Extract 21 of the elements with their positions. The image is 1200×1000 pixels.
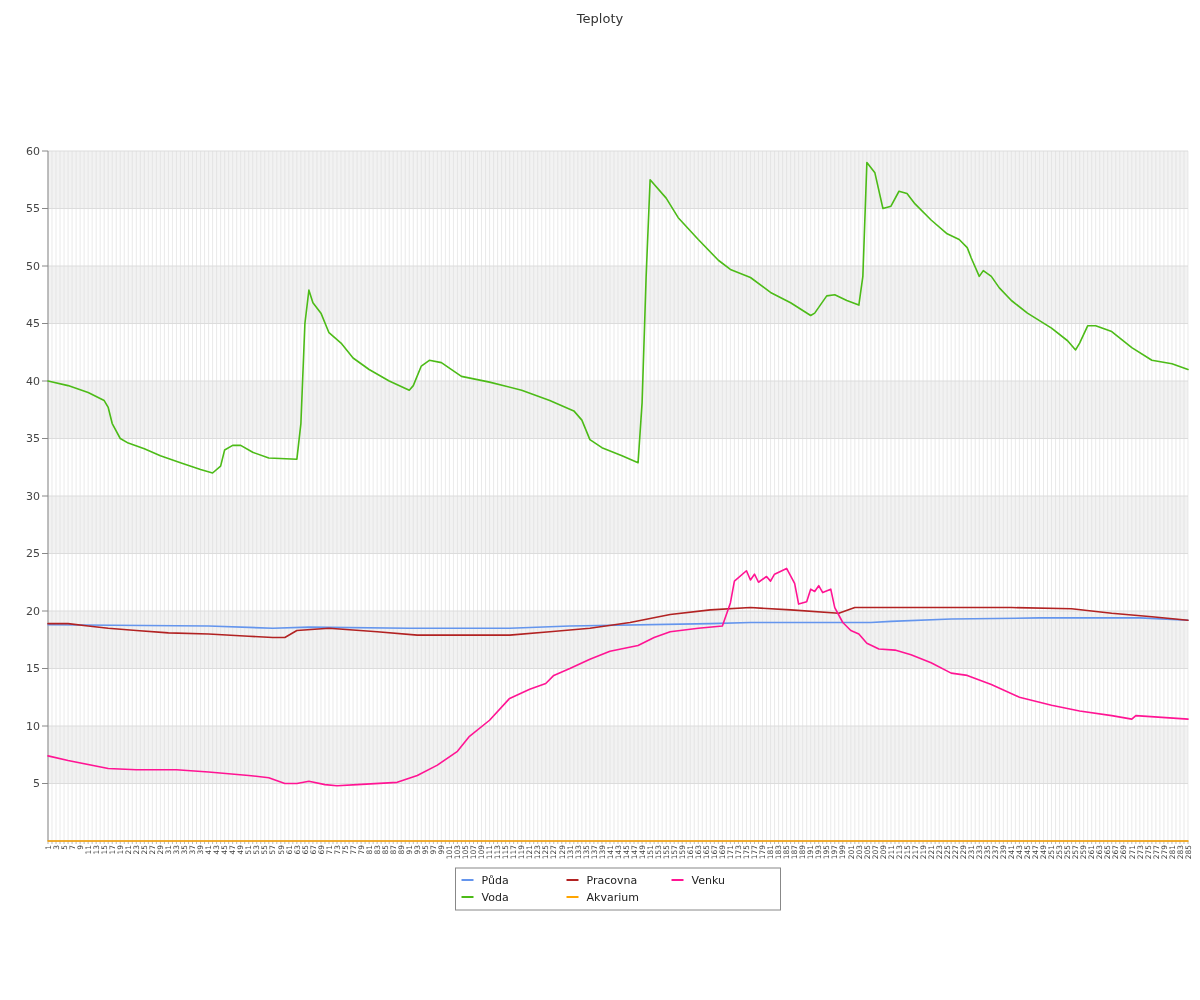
- chart-title: Teploty: [575, 11, 624, 26]
- y-tick-label: 55: [26, 202, 40, 216]
- legend-label: Akvarium: [586, 890, 639, 904]
- y-tick-label: 40: [26, 374, 40, 388]
- y-tick-label: 25: [26, 547, 40, 561]
- y-tick-label: 60: [26, 144, 40, 158]
- legend-label: Půda: [481, 873, 509, 887]
- legend-label: Venku: [691, 873, 725, 887]
- y-tick-label: 10: [26, 719, 40, 733]
- y-tick-label: 50: [26, 259, 40, 273]
- y-tick-label: 30: [26, 489, 40, 503]
- y-tick-label: 35: [26, 432, 40, 446]
- y-tick-label: 45: [26, 317, 40, 331]
- line-series: [47, 567, 1189, 787]
- y-tick-label: 20: [26, 604, 40, 618]
- legend-label: Voda: [481, 890, 509, 904]
- line-series: [47, 161, 1189, 474]
- y-tick-label: 5: [33, 777, 40, 791]
- legend-label: Pracovna: [586, 873, 638, 887]
- y-tick-label: 15: [26, 662, 40, 676]
- line-series: [47, 606, 1189, 639]
